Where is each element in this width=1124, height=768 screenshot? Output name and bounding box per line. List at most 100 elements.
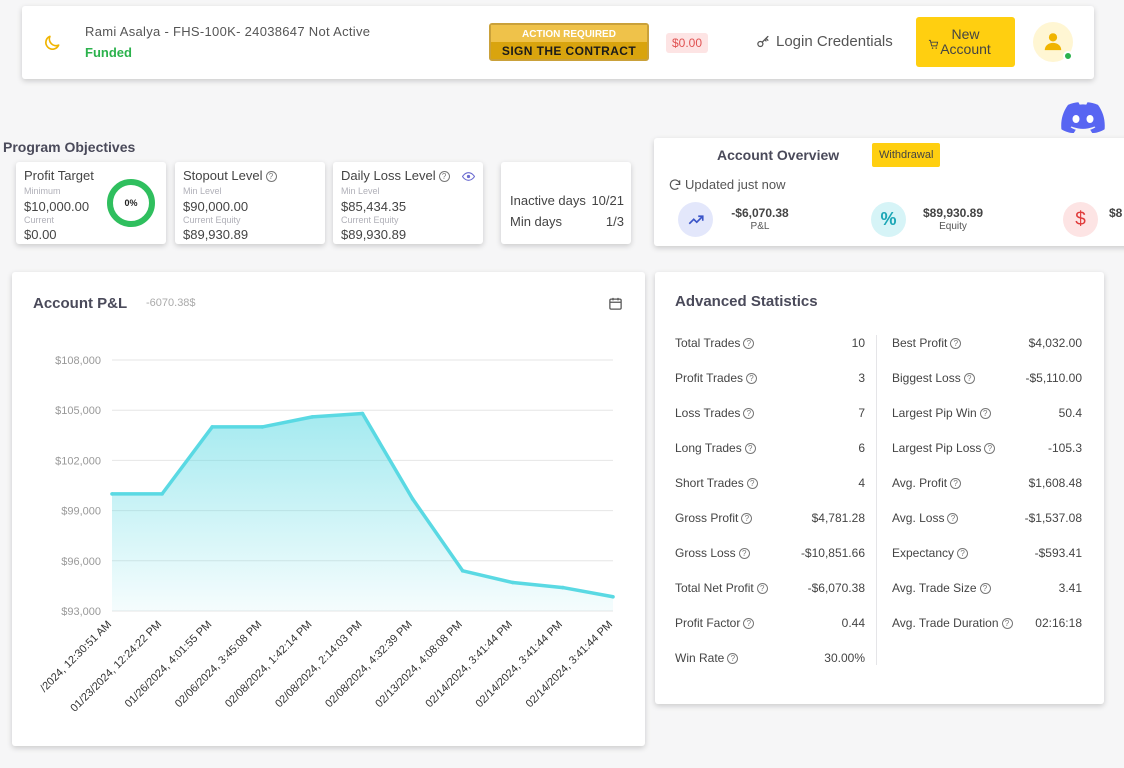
x-tick-label: 02/14/2024, 3:41:44 PM <box>524 619 616 711</box>
user-avatar[interactable] <box>1033 22 1073 62</box>
stat-label: Gross Profit? <box>675 511 753 525</box>
stat-label-text: Profit Trades <box>675 371 744 385</box>
stat-row: Avg. Loss? -$1,537.08 <box>892 511 1082 527</box>
help-icon[interactable]: ? <box>746 478 758 490</box>
y-tick-label: $105,000 <box>55 405 101 417</box>
stat-row: Profit Trades? 3 <box>675 371 865 387</box>
help-icon[interactable]: ? <box>957 548 969 560</box>
stat-value: 4 <box>858 476 865 490</box>
sign-contract-button[interactable]: ACTION REQUIRED SIGN THE CONTRACT <box>489 23 649 61</box>
stat-value: 10 <box>851 336 865 350</box>
data-point[interactable] <box>210 425 214 429</box>
stat-label-text: Long Trades <box>675 441 742 455</box>
refresh-icon[interactable] <box>668 178 682 192</box>
balance-stat-icon-wrap: $ <box>1063 202 1098 237</box>
stat-label-text: Gross Profit <box>675 511 739 525</box>
data-point[interactable] <box>511 580 515 585</box>
stat-value: $1,608.48 <box>1028 476 1082 490</box>
key-icon <box>757 35 769 48</box>
stat-row: Loss Trades? 7 <box>675 406 865 422</box>
withdrawal-button[interactable]: Withdrawal <box>872 143 941 167</box>
pnl-stat-label: P&L <box>750 221 770 232</box>
account-overview-card: Account Overview Withdrawal Updated just… <box>654 138 1124 246</box>
stopout-level-card: Stopout Level? Min Level $90,000.00 Curr… <box>175 162 325 244</box>
stat-row: Profit Factor? 0.44 <box>675 616 865 632</box>
help-icon[interactable]: ? <box>1001 618 1013 630</box>
login-credentials-link[interactable]: Login Credentials <box>756 33 893 50</box>
data-point[interactable] <box>410 497 415 501</box>
help-icon[interactable]: ? <box>743 338 755 350</box>
min-days-label: Min days <box>510 214 563 229</box>
stat-label: Largest Pip Win? <box>892 406 991 420</box>
help-icon[interactable]: ? <box>979 408 991 420</box>
daily-loss-level-card: Daily Loss Level? Min Level $85,434.35 C… <box>333 162 483 244</box>
profit-target-progress-ring: 0% <box>107 179 155 227</box>
profit-target-minimum-label: Minimum <box>24 186 61 196</box>
help-icon[interactable]: ? <box>979 583 991 595</box>
help-icon[interactable]: ? <box>438 171 450 183</box>
stat-label: Avg. Trade Duration? <box>892 616 1013 630</box>
daily-loss-min-level-value: $85,434.35 <box>341 199 407 214</box>
stat-label: Win Rate? <box>675 651 739 665</box>
data-point[interactable] <box>460 569 465 573</box>
stat-label: Short Trades? <box>675 476 758 490</box>
inactive-days-value: 10/21 <box>591 193 624 208</box>
data-point[interactable] <box>611 594 615 599</box>
stopout-current-equity-value: $89,930.89 <box>183 227 249 242</box>
stat-value: -105.3 <box>1047 441 1082 455</box>
discord-icon[interactable] <box>1061 102 1105 134</box>
help-icon[interactable]: ? <box>963 373 975 385</box>
stat-value: $4,032.00 <box>1028 336 1082 350</box>
new-account-button[interactable]: New Account <box>916 17 1015 67</box>
help-icon[interactable]: ? <box>743 408 755 420</box>
help-icon[interactable]: ? <box>950 338 962 350</box>
help-icon[interactable]: ? <box>746 373 758 385</box>
stat-label: Total Trades? <box>675 336 755 350</box>
moon-icon[interactable] <box>42 33 62 53</box>
stat-label: Avg. Trade Size? <box>892 581 991 595</box>
help-icon[interactable]: ? <box>950 478 962 490</box>
login-credentials-label: Login Credentials <box>776 33 893 50</box>
calendar-icon[interactable] <box>608 296 623 311</box>
stat-row: Total Trades? 10 <box>675 336 865 352</box>
data-point[interactable] <box>360 411 365 416</box>
help-icon[interactable]: ? <box>984 443 996 455</box>
data-point[interactable] <box>110 492 114 496</box>
stat-value: $4,781.28 <box>811 511 865 525</box>
stat-row: Long Trades? 6 <box>675 441 865 457</box>
x-tick-label: 02/14/2024, 3:41:44 PM <box>423 619 515 711</box>
data-point[interactable] <box>561 585 565 590</box>
inactive-days-row: Inactive days 10/21 <box>510 193 624 208</box>
stat-value: 30.00% <box>824 651 865 665</box>
help-icon[interactable]: ? <box>738 548 750 560</box>
help-icon[interactable]: ? <box>743 618 755 630</box>
profit-target-label: Profit Target <box>24 168 94 183</box>
data-point[interactable] <box>160 492 164 496</box>
stat-value: -$593.41 <box>1034 546 1082 560</box>
stat-row: Avg. Trade Size? 3.41 <box>892 581 1082 597</box>
eye-icon[interactable] <box>462 170 475 183</box>
help-icon[interactable]: ? <box>741 513 753 525</box>
daily-loss-level-header: Daily Loss Level? <box>341 168 450 183</box>
help-icon[interactable]: ? <box>756 583 768 595</box>
stat-label-text: Biggest Loss <box>892 371 961 385</box>
x-tick-label: 01/23/2024, 12:24:22 PM <box>68 619 164 715</box>
data-point[interactable] <box>260 425 265 429</box>
stat-value: 3 <box>858 371 865 385</box>
stat-row: Gross Profit? $4,781.28 <box>675 511 865 527</box>
stat-label: Profit Factor? <box>675 616 755 630</box>
help-icon[interactable]: ? <box>727 653 739 665</box>
help-icon[interactable]: ? <box>744 443 756 455</box>
data-point[interactable] <box>310 415 315 419</box>
x-tick-label: 02/13/2024, 4:08:08 PM <box>373 619 465 711</box>
account-overview-title: Account Overview <box>717 147 840 163</box>
percent-icon: % <box>880 209 897 229</box>
stat-row: Best Profit? $4,032.00 <box>892 336 1082 352</box>
stat-label: Loss Trades? <box>675 406 755 420</box>
stat-label-text: Short Trades <box>675 476 744 490</box>
help-icon[interactable]: ? <box>947 513 959 525</box>
stopout-min-level-label: Min Level <box>183 186 222 196</box>
balance-badge: $0.00 <box>666 33 709 53</box>
help-icon[interactable]: ? <box>265 171 277 183</box>
min-days-row: Min days 1/3 <box>510 214 624 229</box>
